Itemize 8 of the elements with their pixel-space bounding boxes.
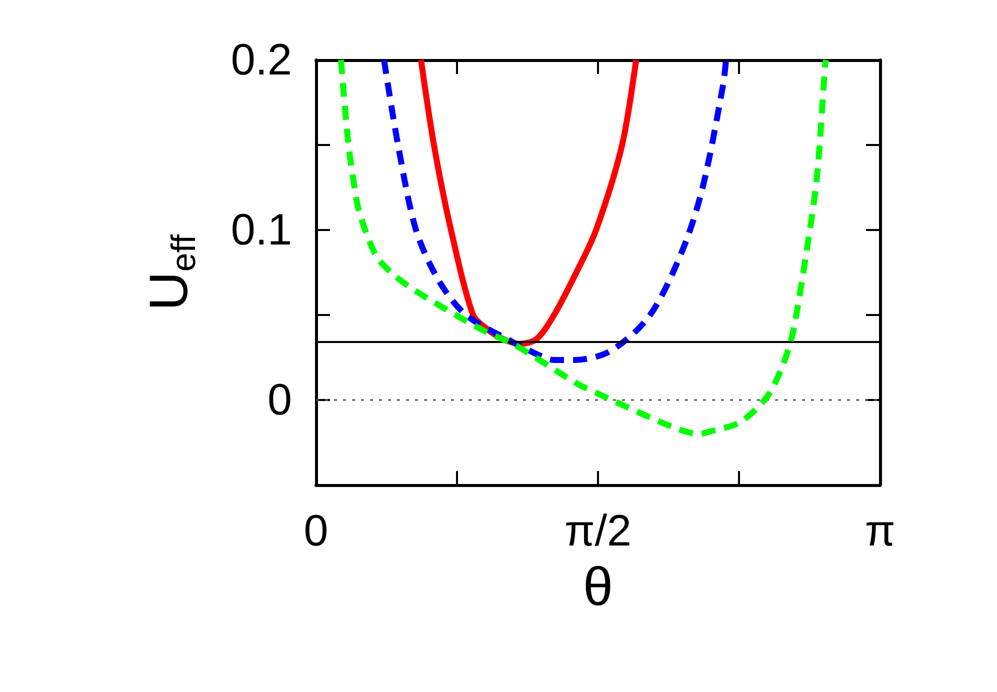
y-tick-label: 0 <box>268 376 292 424</box>
y-tick-label: 0.1 <box>230 206 292 254</box>
x-tick-label: 0 <box>304 506 328 556</box>
y-axis-title: Ueff <box>139 234 203 311</box>
y-tick-label: 0.2 <box>230 36 292 84</box>
x-tick-label: π <box>864 506 896 556</box>
x-tick-label: π/2 <box>564 506 632 556</box>
x-axis-title: θ <box>582 557 614 617</box>
